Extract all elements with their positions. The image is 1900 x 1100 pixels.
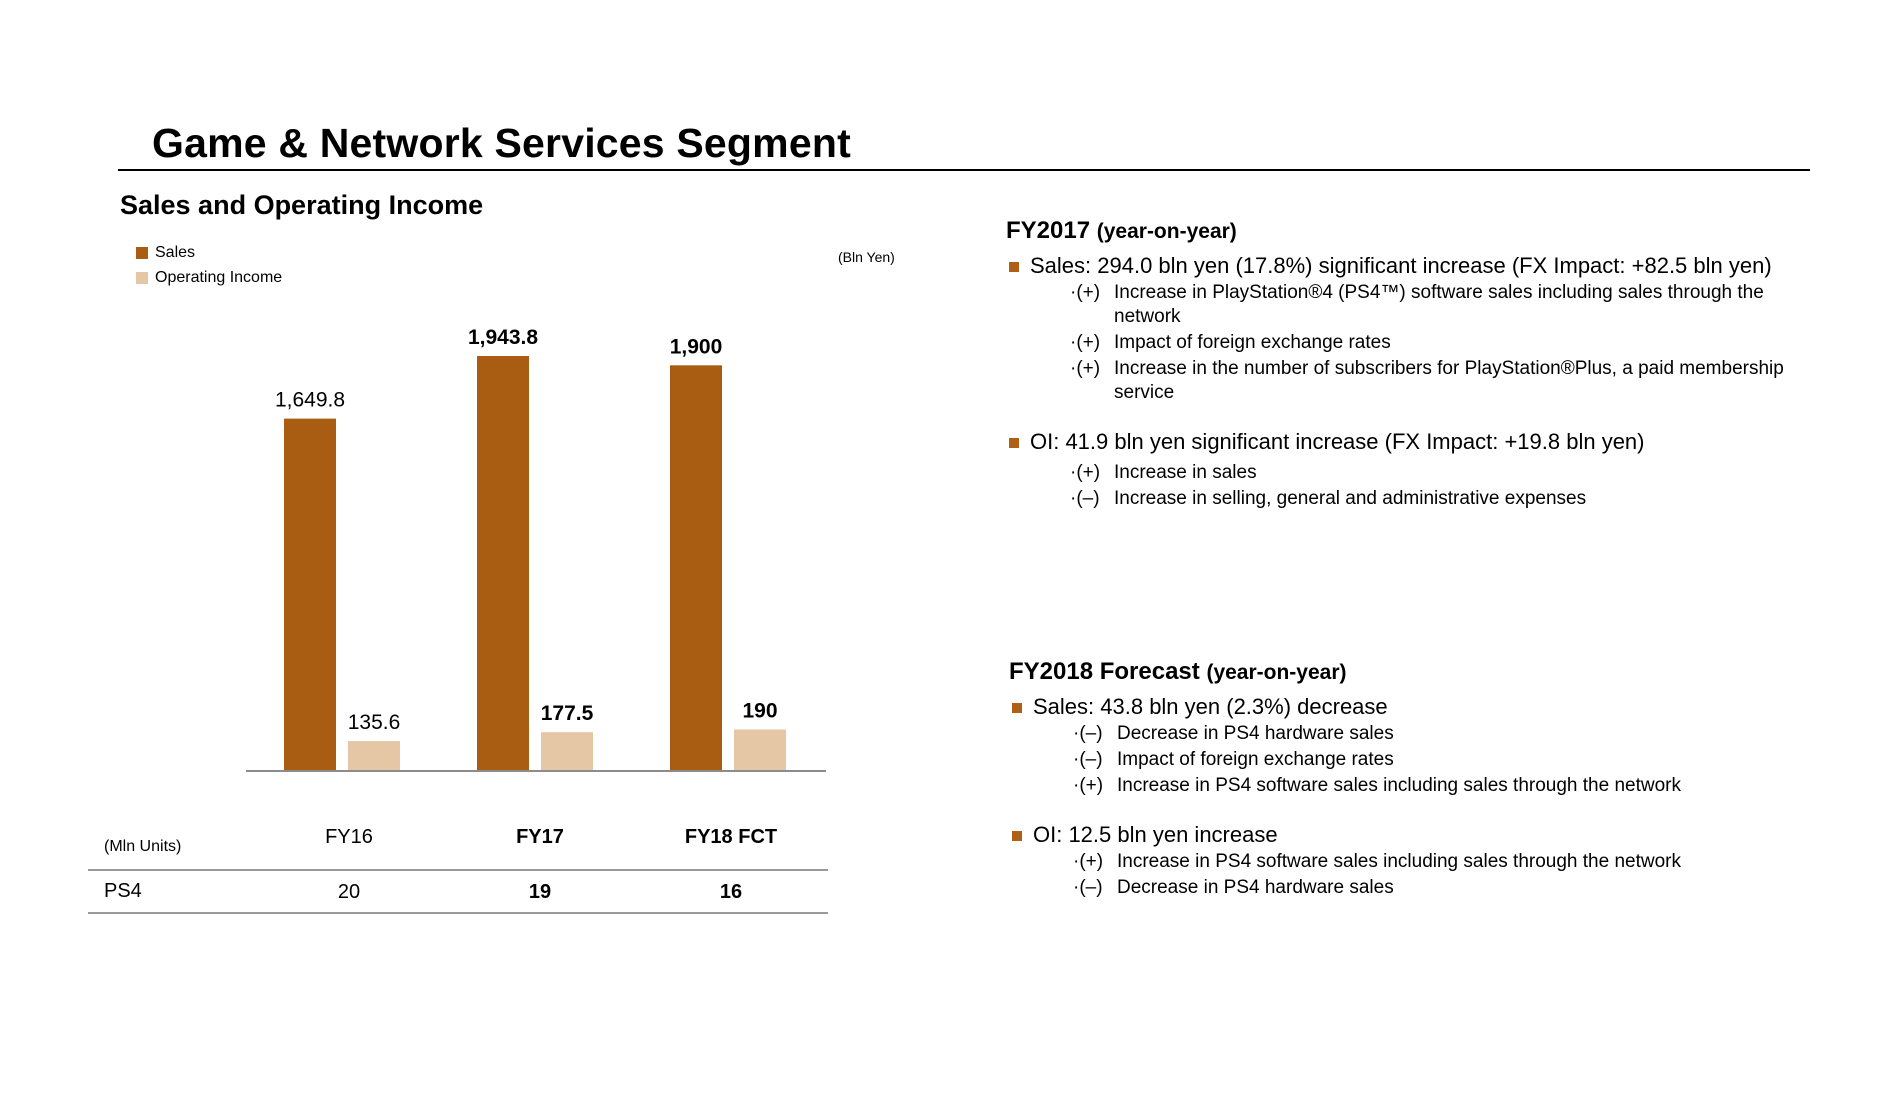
sub-item-prefix: ·(+) [1070,358,1101,379]
sub-item-prefix: ·(–) [1070,488,1100,509]
units-ps4-fy17: 19 [528,881,552,903]
legend-item-sales: Sales [136,240,282,265]
fy2018-sales-bullet: Sales: 43.8 bln yen (2.3%) decrease [1009,694,1809,720]
fy2018-section: FY2018 Forecast (year-on-year) Sales: 43… [1009,658,1809,900]
data-label-sales-fy18-fct: 1,900 [670,335,723,358]
fy2017-heading: FY2017 (year-on-year) [1006,217,1806,245]
sub-item-text: Increase in sales [1114,462,1257,483]
units-ps4-fy16: 20 [337,881,361,903]
units-col-header-fy18: FY18 FCT [684,826,778,848]
bullet-square-icon [1009,438,1019,448]
units-ps4-fy18: 16 [719,881,743,903]
bar-operating-income-fy17 [541,732,593,770]
sub-item-text: Impact of foreign exchange rates [1117,749,1394,770]
title-divider [118,169,1810,171]
bar-sales-fy17 [477,356,529,770]
sub-item-text: Increase in PS4 software sales including… [1117,851,1681,872]
fy2017-section: FY2017 (year-on-year) Sales: 294.0 bln y… [1006,217,1806,511]
units-row-label-ps4: PS4 [104,880,142,902]
fy2017-sales-subitems: ·(+) Increase in PlayStation®4 (PS4™) so… [1070,281,1806,405]
units-table-divider-bottom [88,912,828,914]
data-label-operating-income-fy16: 135.6 [348,711,401,734]
fy2018-oi-subitems: ·(+) Increase in PS4 software sales incl… [1073,850,1809,900]
sub-item-prefix: ·(+) [1070,462,1101,483]
sub-item-text: Increase in selling, general and adminis… [1114,488,1587,509]
page-title: Game & Network Services Segment [152,120,851,166]
list-item: ·(+) Increase in PlayStation®4 (PS4™) so… [1070,281,1806,329]
chart-legend: Sales Operating Income [136,240,282,290]
bullet-square-icon [1012,703,1022,713]
legend-swatch-operating-income [136,271,148,284]
sub-item-prefix: ·(+) [1073,775,1104,796]
sub-item-text: Increase in the number of subscribers fo… [1114,358,1784,403]
fy2018-heading-suffix: (year-on-year) [1206,661,1347,684]
list-item: ·(–) Decrease in PS4 hardware sales [1073,722,1809,746]
sub-item-prefix: ·(–) [1073,749,1103,770]
legend-label-sales: Sales [155,243,196,261]
list-item: ·(+) Increase in PS4 software sales incl… [1073,774,1809,798]
list-item: ·(+) Increase in PS4 software sales incl… [1073,850,1809,874]
fy2017-heading-suffix: (year-on-year) [1096,220,1237,243]
data-label-sales-fy16: 1,649.8 [275,389,345,412]
data-label-sales-fy17: 1,943.8 [468,326,538,349]
fy2017-oi-subitems: ·(+) Increase in sales ·(–) Increase in … [1070,461,1806,511]
sub-item-prefix: ·(+) [1073,851,1104,872]
bar-operating-income-fy18-fct [734,729,786,770]
legend-label-operating-income: Operating Income [155,268,283,286]
bar-sales-fy18-fct [670,365,722,770]
bullet-square-icon [1009,262,1019,272]
fy2018-sales-subitems: ·(–) Decrease in PS4 hardware sales ·(–)… [1073,722,1809,798]
fy2017-sales-text: Sales: 294.0 bln yen (17.8%) significant… [1030,253,1772,278]
sub-item-prefix: ·(+) [1070,282,1101,303]
sub-item-prefix: ·(–) [1073,723,1103,744]
sub-item-text: Impact of foreign exchange rates [1114,332,1391,353]
legend-item-operating-income: Operating Income [136,265,282,290]
bar-sales-fy16 [284,418,336,770]
fy2018-heading-label: FY2018 Forecast [1009,658,1200,685]
sub-item-text: Decrease in PS4 hardware sales [1117,723,1394,744]
fy2017-sales-bullet: Sales: 294.0 bln yen (17.8%) significant… [1006,253,1806,279]
sub-item-prefix: ·(–) [1073,877,1103,898]
units-col-header-fy16: FY16 [325,826,373,848]
data-label-operating-income-fy17: 177.5 [541,702,594,725]
sub-item-text: Increase in PS4 software sales including… [1117,775,1681,796]
list-item: ·(–) Increase in selling, general and ad… [1070,487,1806,511]
list-item: ·(–) Impact of foreign exchange rates [1073,748,1809,772]
fy2017-heading-label: FY2017 [1006,217,1091,244]
fy2017-oi-bullet: OI: 41.9 bln yen significant increase (F… [1006,429,1806,455]
list-item: ·(+) Increase in sales [1070,461,1806,485]
list-item: ·(+) Increase in the number of subscribe… [1070,357,1806,405]
unit-label: (Bln Yen) [838,249,895,265]
list-item: ·(–) Decrease in PS4 hardware sales [1073,876,1809,900]
bar-operating-income-fy16 [348,741,400,770]
fy2018-heading: FY2018 Forecast (year-on-year) [1009,658,1809,686]
fy2018-oi-text: OI: 12.5 bln yen increase [1033,822,1278,847]
fy2017-oi-text: OI: 41.9 bln yen significant increase (F… [1030,429,1645,454]
chart-section-title: Sales and Operating Income [120,190,484,220]
legend-swatch-sales [136,246,148,259]
sub-item-text: Increase in PlayStation®4 (PS4™) softwar… [1114,282,1764,327]
fy2018-oi-bullet: OI: 12.5 bln yen increase [1009,822,1809,848]
units-table-unit-label: (Mln Units) [104,838,182,855]
sub-item-prefix: ·(+) [1070,332,1101,353]
units-table-divider-top [88,869,828,871]
bullet-square-icon [1012,831,1022,841]
sub-item-text: Decrease in PS4 hardware sales [1117,877,1394,898]
fy2018-sales-text: Sales: 43.8 bln yen (2.3%) decrease [1033,694,1388,719]
list-item: ·(+) Impact of foreign exchange rates [1070,331,1806,355]
units-col-header-fy17: FY17 [516,826,564,848]
data-label-operating-income-fy18-fct: 190 [742,700,777,723]
